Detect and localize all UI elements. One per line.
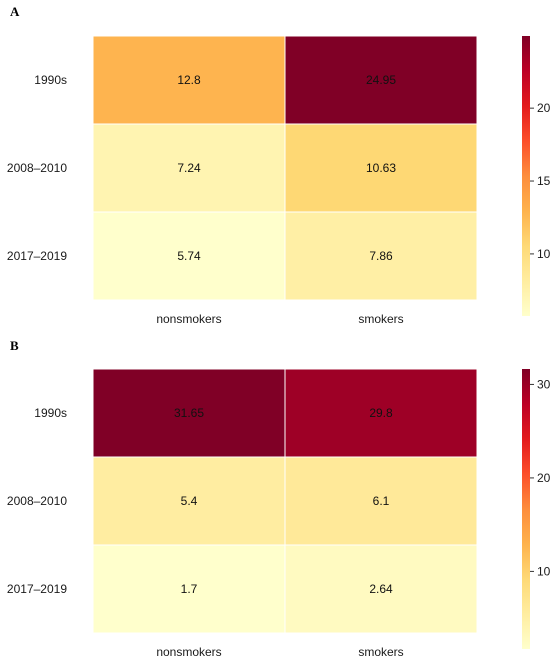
colorbar <box>522 36 530 316</box>
heatmap-cell <box>284 456 478 546</box>
column-label: nonsmokers <box>156 312 221 326</box>
cell-value-label: 10.63 <box>366 161 396 175</box>
cell-value-label: 5.74 <box>177 249 201 263</box>
cell-value-label: 7.24 <box>177 161 201 175</box>
column-label: nonsmokers <box>156 645 221 659</box>
heatmap-cell <box>92 123 286 213</box>
heatmap-cell <box>92 544 286 634</box>
row-label: 1990s <box>34 406 67 420</box>
heatmap-cell <box>92 456 286 546</box>
cell-value-label: 7.86 <box>369 249 393 263</box>
colorbar-tick-label: 10 <box>537 564 550 578</box>
row-label: 2008–2010 <box>7 161 67 175</box>
heatmap-cell <box>92 211 286 301</box>
colorbar-tick-label: 15 <box>537 174 550 188</box>
colorbar-tick-label: 10 <box>537 247 550 261</box>
panel-letter: B <box>10 338 19 353</box>
cell-value-label: 12.8 <box>177 73 201 87</box>
row-label: 2008–2010 <box>7 494 67 508</box>
heatmap-cell <box>284 368 478 458</box>
row-label: 2017–2019 <box>7 249 67 263</box>
column-label: smokers <box>358 645 403 659</box>
row-label: 2017–2019 <box>7 582 67 596</box>
colorbar <box>522 369 530 649</box>
heatmap-cell <box>92 35 286 125</box>
cell-value-label: 29.8 <box>369 406 393 420</box>
cell-value-label: 5.4 <box>181 494 198 508</box>
cell-value-label: 24.95 <box>366 73 396 87</box>
colorbar-tick-label: 20 <box>537 471 550 485</box>
heatmap-cell <box>284 123 478 213</box>
heatmap-cell <box>284 544 478 634</box>
colorbar-tick-label: 30 <box>537 377 550 391</box>
heatmap-panel-a: A 12.8 24.95 1990s 7.24 10.63 2008–2010 5.74 7.8… <box>7 4 550 326</box>
row-label: 1990s <box>34 73 67 87</box>
heatmap-cell <box>284 211 478 301</box>
cell-value-label: 6.1 <box>373 494 390 508</box>
colorbar-tick-label: 20 <box>537 101 550 115</box>
cell-value-label: 31.65 <box>174 406 204 420</box>
cell-value-label: 2.64 <box>369 582 393 596</box>
heatmap-cell <box>92 368 286 458</box>
column-label: smokers <box>358 312 403 326</box>
heatmap-cell <box>284 35 478 125</box>
cell-value-label: 1.7 <box>181 582 198 596</box>
panel-letter: A <box>10 4 20 19</box>
